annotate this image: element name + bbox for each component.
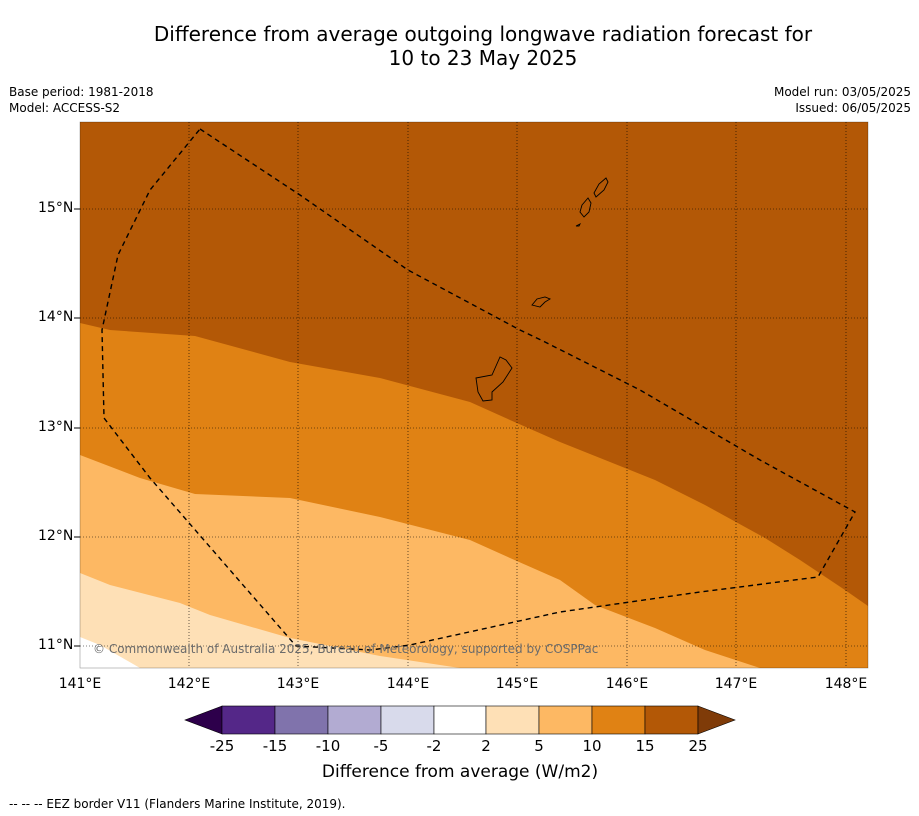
island-aguijan: [575, 222, 582, 227]
title-line-2: 10 to 23 May 2025: [388, 46, 578, 70]
colorbar-tick: -25: [209, 737, 235, 755]
model-run: Model run: 03/05/2025: [773, 85, 911, 99]
colorbar-swatch-4: [380, 705, 435, 735]
lat-label-12n: 12°N: [38, 528, 74, 544]
region-10: [80, 455, 760, 668]
lon-label-143e: 143°E: [276, 676, 320, 692]
region-5: [80, 573, 460, 668]
lat-label-13n: 13°N: [38, 419, 74, 435]
chart-title: Difference from average outgoing longwav…: [80, 22, 886, 70]
lat-label-14n: 14°N: [38, 309, 74, 325]
colorbar-tick: -5: [373, 737, 389, 755]
colorbar-swatch-8: [591, 705, 646, 735]
colorbar-tick: -2: [426, 737, 442, 755]
colorbar: [184, 705, 736, 735]
lon-label-146e: 146°E: [605, 676, 649, 692]
island-rota: [531, 296, 552, 308]
eez-legend-note: -- -- -- EEZ border V11 (Flanders Marine…: [9, 797, 346, 811]
lon-label-141e: 141°E: [58, 676, 102, 692]
island-saipan: [593, 177, 609, 198]
colorbar-swatch-2: [274, 705, 329, 735]
region-2: [80, 637, 140, 668]
island-tinian: [579, 197, 592, 218]
colorbar-extend-min: [184, 705, 223, 735]
colorbar-swatch-6: [485, 705, 540, 735]
colorbar-tick: 10: [582, 737, 602, 755]
colorbar-tick: -15: [262, 737, 288, 755]
colorbar-extend-max: [697, 705, 736, 735]
colorbar-tick: 25: [688, 737, 708, 755]
meta-right: Model run: 03/05/2025 Issued: 06/05/2025: [774, 84, 911, 116]
colorbar-tick: 2: [481, 737, 491, 755]
colorbar-tick: 15: [635, 737, 655, 755]
lat-label-11n: 11°N: [38, 637, 74, 653]
map-frame: [79, 121, 869, 669]
colorbar-tick: 5: [534, 737, 544, 755]
colorbar-swatch-1: [221, 705, 276, 735]
lon-label-148e: 148°E: [824, 676, 868, 692]
lon-label-145e: 145°E: [495, 676, 539, 692]
model-name: Model: ACCESS-S2: [9, 101, 121, 115]
lon-label-144e: 144°E: [386, 676, 430, 692]
copyright-notice: © Commonwealth of Australia 2025, Bureau…: [93, 642, 599, 656]
meta-left: Base period: 1981-2018 Model: ACCESS-S2: [9, 84, 154, 116]
lon-label-147e: 147°E: [714, 676, 758, 692]
colorbar-swatch-3: [327, 705, 382, 735]
colorbar-title: Difference from average (W/m2): [321, 762, 599, 782]
island-guam: [475, 356, 513, 402]
title-line-1: Difference from average outgoing longwav…: [153, 22, 813, 46]
eez-border: [101, 128, 856, 651]
axis-ticks: [74, 208, 80, 647]
colorbar-swatch-5: [433, 705, 487, 735]
base-period: Base period: 1981-2018: [9, 85, 154, 99]
colorbar-swatch-9: [644, 705, 699, 735]
grid-lines: [80, 122, 868, 668]
colorbar-swatch-7: [538, 705, 593, 735]
colorbar-tick: -10: [315, 737, 341, 755]
lat-label-15n: 15°N: [38, 200, 74, 216]
lon-label-142e: 142°E: [167, 676, 211, 692]
map-area: [80, 122, 868, 668]
issued-date: Issued: 06/05/2025: [795, 101, 911, 115]
islands: [475, 177, 609, 402]
